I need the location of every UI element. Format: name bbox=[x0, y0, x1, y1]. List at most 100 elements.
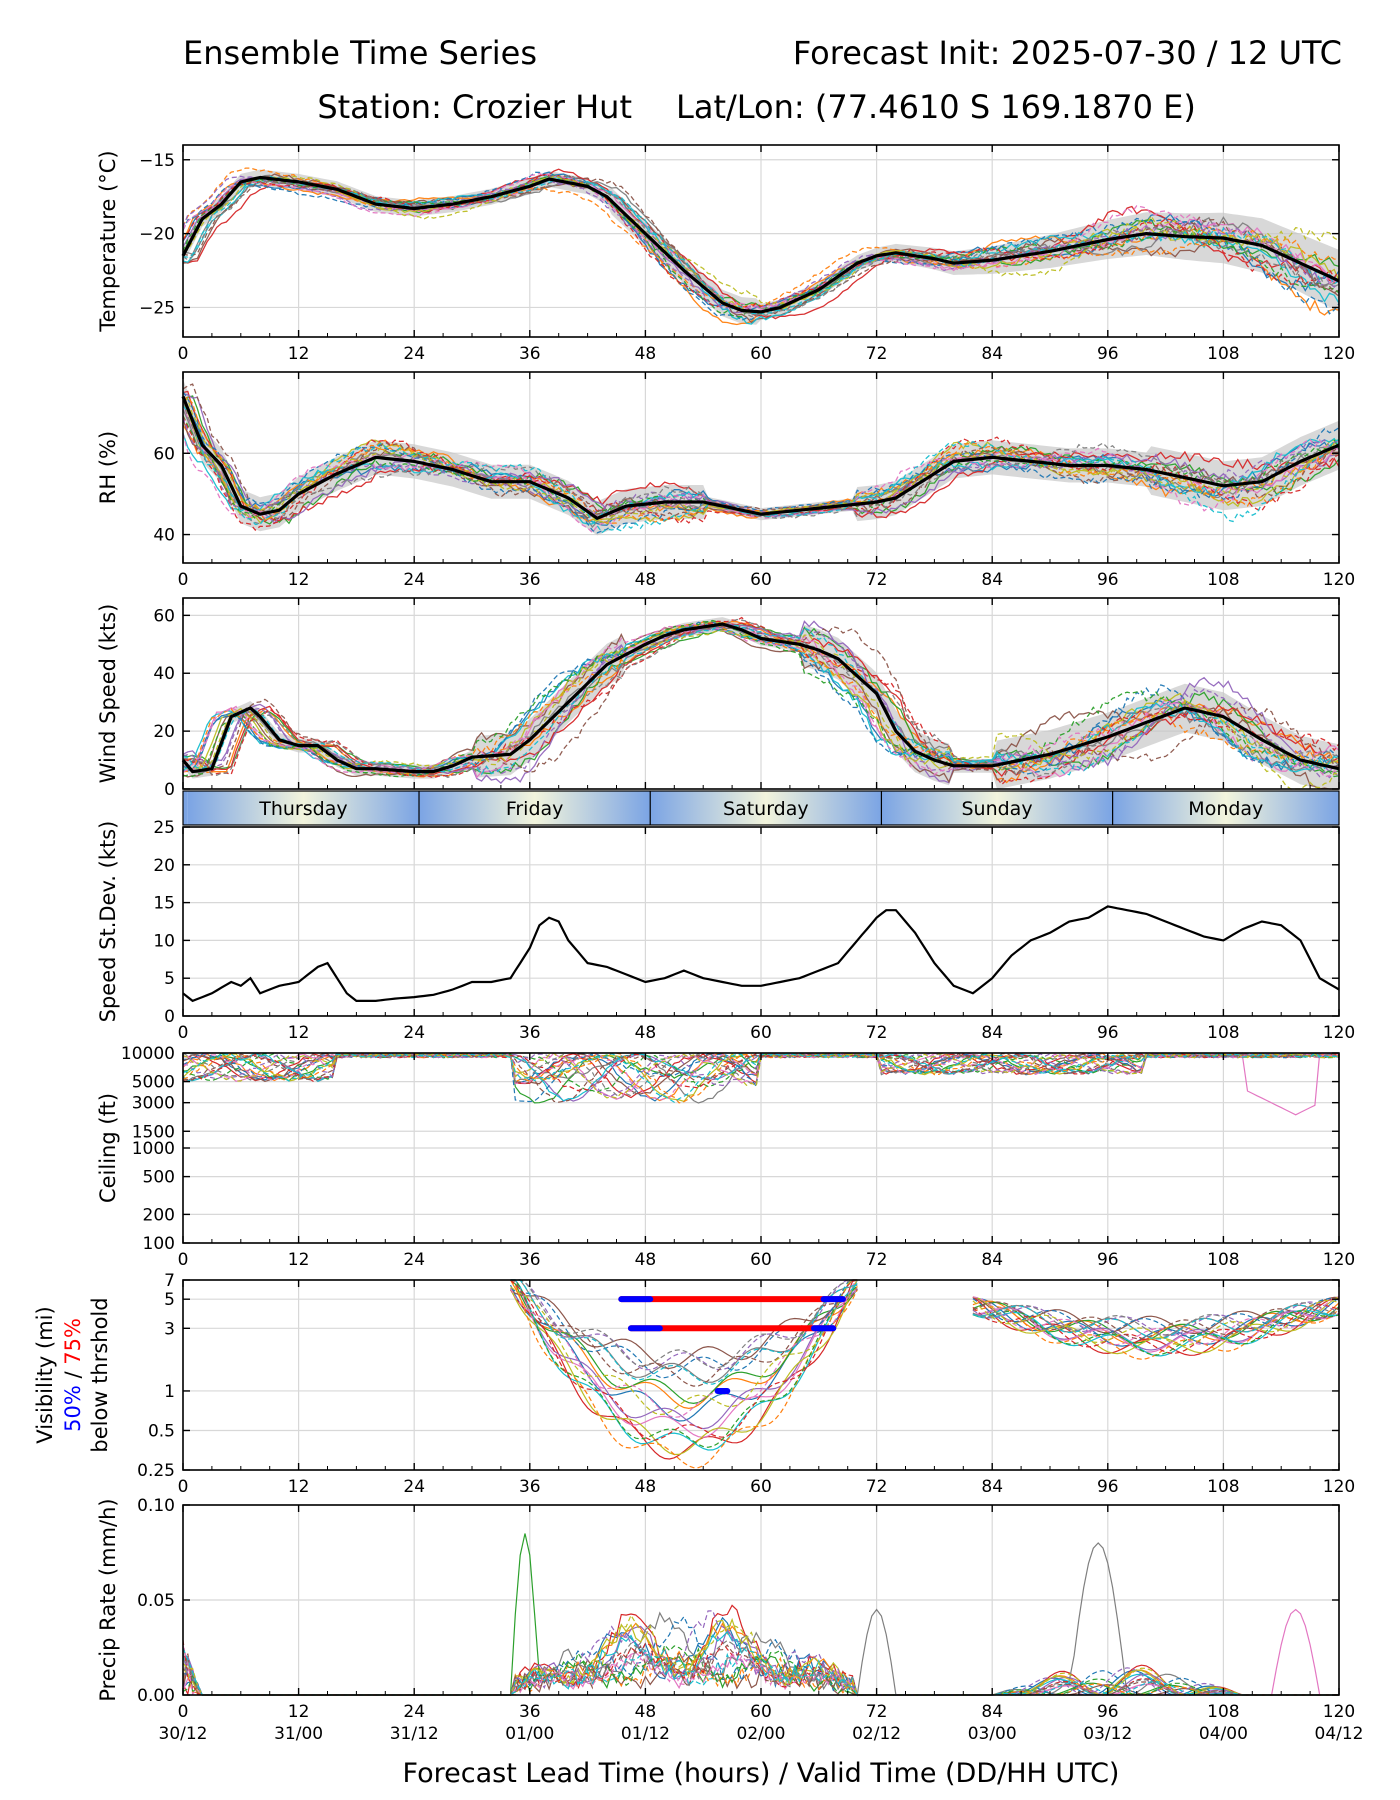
valid-time-label: 31/12 bbox=[390, 1724, 439, 1744]
precip-ytick-label: 0.05 bbox=[137, 1591, 175, 1611]
temperature-xtick-label: 48 bbox=[635, 344, 657, 364]
ceiling-xtick-label: 84 bbox=[981, 1250, 1003, 1270]
visibility-pct-label: 50% / 75% bbox=[61, 1318, 85, 1432]
valid-time-label: 30/12 bbox=[159, 1724, 208, 1744]
speed_stdev-xtick-label: 24 bbox=[403, 1023, 425, 1043]
precip-xtick-label: 36 bbox=[519, 1702, 541, 1722]
visibility-xtick-label: 0 bbox=[178, 1477, 189, 1497]
ceiling-xtick-label: 12 bbox=[288, 1250, 310, 1270]
wind-member-line bbox=[182, 623, 1340, 778]
temperature-ytick-label: −25 bbox=[139, 298, 175, 318]
temperature-axes: 0 12 24 36 48 60 72 84 96 108 120 −25 −20 −15 Temperat… bbox=[96, 144, 1355, 364]
temperature-xtick-label: 120 bbox=[1323, 344, 1355, 364]
rh-ylabel: RH (%) bbox=[96, 431, 120, 504]
ceiling-ytick-label: 100 bbox=[143, 1234, 175, 1254]
ceiling-ytick-label: 5000 bbox=[132, 1073, 175, 1093]
day-segment bbox=[650, 791, 882, 825]
temperature-xtick-label: 0 bbox=[178, 344, 189, 364]
visibility-members bbox=[509, 1279, 1340, 1469]
valid-time-label: 02/00 bbox=[737, 1724, 786, 1744]
rh-xtick-label: 72 bbox=[866, 570, 888, 590]
wind-ytick-label: 20 bbox=[153, 722, 175, 742]
precip-xtick-label: 84 bbox=[981, 1702, 1003, 1722]
precip-xtick-label: 12 bbox=[288, 1702, 310, 1722]
x-axis-label: Forecast Lead Time (hours) / Valid Time … bbox=[403, 1758, 1120, 1789]
ceiling-xtick-label: 48 bbox=[635, 1250, 657, 1270]
speed_stdev-ytick-label: 20 bbox=[153, 856, 175, 876]
speed-stdev-line bbox=[182, 905, 1340, 1003]
visibility-member-line bbox=[510, 1279, 858, 1369]
ceiling-xtick-label: 24 bbox=[403, 1250, 425, 1270]
visibility-member-line bbox=[510, 1279, 858, 1448]
visibility-member-line bbox=[510, 1279, 858, 1451]
temperature-member-line bbox=[182, 176, 1340, 325]
visibility-member-line bbox=[510, 1279, 858, 1416]
temperature-xtick-label: 108 bbox=[1207, 344, 1239, 364]
rh-member-line bbox=[182, 401, 1340, 525]
rh-axes: 0 12 24 36 48 60 72 84 96 108 120 40 60 RH (%) bbox=[96, 371, 1355, 590]
precip-axes: 0 12 24 36 48 60 72 84 96 108 120 0.00 0.05 0.10 Preci… bbox=[96, 1496, 1355, 1722]
valid-time-label: 04/12 bbox=[1315, 1724, 1364, 1744]
valid-time-label: 04/00 bbox=[1199, 1724, 1248, 1744]
visibility-xtick-label: 96 bbox=[1097, 1477, 1119, 1497]
rh-xtick-label: 84 bbox=[981, 570, 1003, 590]
ceiling-ytick-label: 10000 bbox=[121, 1044, 175, 1064]
precip-ytick-label: 0.10 bbox=[137, 1496, 175, 1516]
ceiling-ytick-label: 1500 bbox=[132, 1122, 175, 1142]
wind-ytick-label: 40 bbox=[153, 664, 175, 684]
speed_stdev-ytick-label: 15 bbox=[153, 894, 175, 914]
speed_stdev-axes: 0 12 24 36 48 60 72 84 96 108 120 0 5 10 15 20 25 Speed S… bbox=[96, 818, 1355, 1043]
ceiling-ylabel: Ceiling (ft) bbox=[96, 1093, 120, 1203]
visibility-member-line bbox=[510, 1279, 858, 1371]
visibility-xtick-label: 120 bbox=[1323, 1477, 1355, 1497]
visibility-member-line bbox=[510, 1279, 858, 1438]
visibility-ytick-label: 0.5 bbox=[148, 1421, 175, 1441]
day-label: Monday bbox=[1188, 798, 1263, 820]
lat-lon: Lat/Lon: (77.4610 S 169.1870 E) bbox=[676, 88, 1196, 126]
precip-xtick-label: 72 bbox=[866, 1702, 888, 1722]
visibility-member-line bbox=[510, 1279, 858, 1405]
ceiling-ytick-label: 500 bbox=[143, 1168, 175, 1188]
speed_stdev-xtick-label: 48 bbox=[635, 1023, 657, 1043]
ceiling-xtick-label: 0 bbox=[178, 1250, 189, 1270]
ceiling-ytick-label: 3000 bbox=[132, 1094, 175, 1114]
day-segment bbox=[881, 791, 1113, 825]
speed_stdev-xtick-label: 108 bbox=[1207, 1023, 1239, 1043]
temperature-xtick-label: 60 bbox=[750, 344, 772, 364]
day-segment bbox=[1112, 791, 1339, 825]
day-band: Thursday Friday Saturday Sunday Monday bbox=[182, 790, 1340, 826]
rh-xtick-label: 0 bbox=[178, 570, 189, 590]
wind-ylabel: Wind Speed (kts) bbox=[96, 604, 120, 784]
title-right: Forecast Init: 2025-07-30 / 12 UTC bbox=[793, 34, 1342, 72]
ceiling-xtick-label: 120 bbox=[1323, 1250, 1355, 1270]
temperature-member-line bbox=[182, 175, 1340, 314]
visibility-member-line bbox=[972, 1310, 1340, 1356]
precip-xtick-label: 120 bbox=[1323, 1702, 1355, 1722]
temperature-member-line bbox=[183, 175, 1340, 315]
rh-xtick-label: 60 bbox=[750, 570, 772, 590]
speed_stdev-xtick-label: 60 bbox=[750, 1023, 772, 1043]
speed_stdev-xtick-label: 36 bbox=[519, 1023, 541, 1043]
wind-spread-band bbox=[183, 617, 1339, 789]
speed_stdev-xtick-label: 120 bbox=[1323, 1023, 1355, 1043]
visibility-xtick-label: 12 bbox=[288, 1477, 310, 1497]
visibility-member-line bbox=[972, 1299, 1340, 1347]
visibility-member-line bbox=[972, 1304, 1340, 1340]
visibility-ytick-label: 1 bbox=[164, 1382, 175, 1402]
rh-ytick-label: 60 bbox=[153, 444, 175, 464]
visibility-member-line bbox=[510, 1279, 858, 1383]
wind-member-line bbox=[182, 624, 1340, 776]
ceiling-axes: 0 12 24 36 48 60 72 84 96 108 120 100 200 500 10001500… bbox=[96, 1044, 1355, 1270]
rh-member-line bbox=[182, 415, 1340, 520]
precip-xtick-label: 24 bbox=[403, 1702, 425, 1722]
temperature-ylabel: Temperature (°C) bbox=[96, 150, 120, 332]
day-label: Sunday bbox=[961, 798, 1032, 820]
precip-xtick-label: 96 bbox=[1097, 1702, 1119, 1722]
visibility-member-line bbox=[972, 1300, 1340, 1345]
visibility-xtick-label: 60 bbox=[750, 1477, 772, 1497]
day-label: Saturday bbox=[723, 798, 809, 820]
wind-ytick-label: 0 bbox=[164, 780, 175, 800]
visibility-xtick-label: 108 bbox=[1207, 1477, 1239, 1497]
precip-xtick-label: 48 bbox=[635, 1702, 657, 1722]
